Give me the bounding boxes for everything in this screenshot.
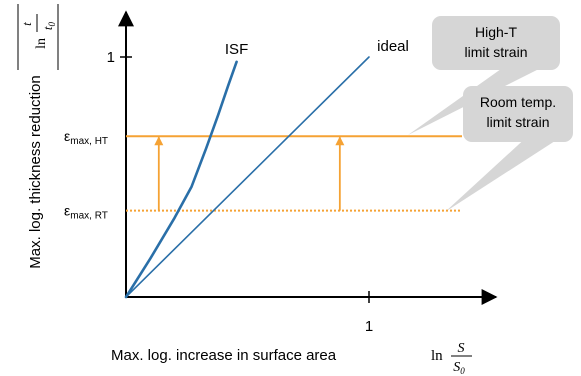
x-math-denominator: S0 <box>453 360 465 376</box>
callout-text-0-0: High-T <box>475 24 517 40</box>
x-axis-label-math: ln S S0 <box>431 341 472 376</box>
limit-subscript-1: max, RT <box>70 211 108 222</box>
series-line-0 <box>125 56 370 298</box>
series <box>124 56 370 299</box>
callouts: High-T limit strain Room temp. limit strain <box>408 16 573 212</box>
y-axis-label: Max. log. thickness reduction <box>27 75 44 268</box>
x-math-denominator-sub: 0 <box>460 366 465 376</box>
callout-box-1 <box>463 86 573 142</box>
callout-text-1-1: limit strain <box>486 114 549 130</box>
ticks: 11 <box>107 49 374 335</box>
limit-symbol-0: ε <box>64 128 70 144</box>
y-axis-label-math: ln t t0 <box>19 14 57 49</box>
callout-text-1-0: Room temp. <box>480 94 556 110</box>
callout-box-0 <box>432 16 560 70</box>
series-label-0: ideal <box>377 38 409 55</box>
y-math-denominator-base: t <box>40 26 55 30</box>
y-tick-label-0: 1 <box>107 49 115 66</box>
limit-lines <box>126 135 462 212</box>
callout-tail-1 <box>445 140 557 212</box>
limit-symbol-1: ε <box>64 203 70 219</box>
x-tick-label-0: 1 <box>365 318 373 335</box>
limit-label-0: εmax, HT <box>64 128 108 147</box>
x-math-prefix: ln <box>431 348 443 364</box>
x-axis-label: Max. log. increase in surface area <box>111 347 337 364</box>
y-math-denominator: t0 <box>40 21 57 30</box>
y-math-prefix: ln <box>34 38 49 49</box>
limit-subscript-0: max, HT <box>70 136 108 147</box>
limit-label-1: εmax, RT <box>64 203 108 222</box>
x-math-denominator-base: S <box>453 360 460 375</box>
x-math-numerator: S <box>458 341 465 356</box>
y-math-numerator: t <box>19 22 34 26</box>
callout-1: Room temp. limit strain <box>445 86 573 212</box>
y-math-denominator-sub: 0 <box>47 21 57 26</box>
series-line-1 <box>124 60 238 299</box>
callout-text-0-1: limit strain <box>464 44 527 60</box>
series-label-1: ISF <box>225 41 248 58</box>
